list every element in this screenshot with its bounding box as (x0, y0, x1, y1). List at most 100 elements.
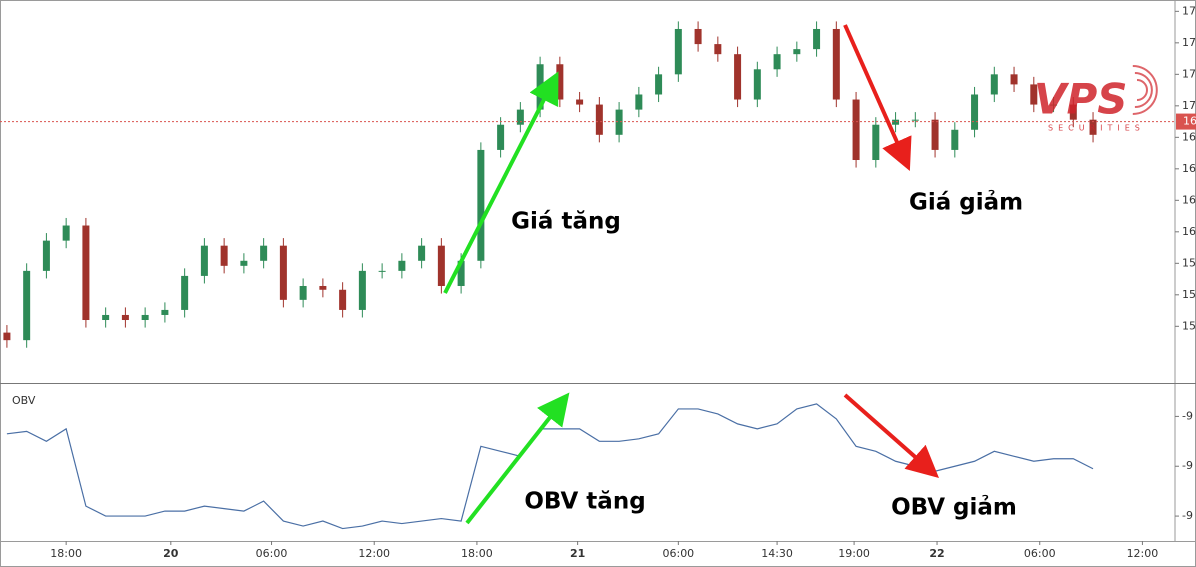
obv-panel: -9 -9 -9 18:00 20 06:00 12:00 18:00 21 06:00 14:30… (6, 403, 1193, 560)
x-tick-label: 06:00 (1024, 547, 1056, 560)
candle-body (477, 149, 485, 261)
annotation: Giá giảm (909, 190, 1023, 216)
candle-body (911, 119, 919, 121)
candle-body (457, 260, 465, 286)
candle-body (832, 28, 840, 100)
y-tick-label: 16 (1182, 162, 1196, 175)
candle-body (714, 44, 722, 55)
x-tick-label: 12:00 (1127, 547, 1159, 560)
candle-body (497, 124, 505, 150)
candle-body (892, 119, 900, 125)
candle-body (734, 54, 742, 100)
candle-body (595, 104, 603, 135)
candle-body (42, 240, 50, 271)
candle-body (753, 69, 761, 100)
candle-body (635, 94, 643, 110)
candle-body (931, 119, 939, 150)
logo: VPS (1034, 75, 1128, 124)
y-tick-label: 17 (1182, 67, 1196, 80)
candle-body (82, 225, 90, 321)
candle-body (141, 314, 149, 321)
x-tick-label: 14:30 (761, 547, 793, 560)
last-price-box (1176, 113, 1196, 130)
x-tick-label: 06:00 (256, 547, 288, 560)
candle-body (793, 49, 801, 55)
candle-body (1089, 119, 1097, 135)
y-tick-label: 17 (1182, 99, 1196, 112)
y-tick-label: 17 (1182, 36, 1196, 49)
candle-body (990, 74, 998, 95)
candle-body (674, 28, 682, 75)
candle-body (1050, 104, 1058, 106)
annotation: OBV giảm (891, 495, 1017, 521)
candle-body (3, 332, 11, 341)
y-tick-label: 16 (1182, 130, 1196, 143)
candle-body (299, 285, 307, 300)
candle-body (23, 270, 31, 341)
arrow-down (843, 393, 939, 478)
y-tick-label: 15 (1182, 319, 1196, 332)
logo-arc (1136, 79, 1148, 101)
y-tick-label: -9 (1182, 509, 1193, 522)
candle-body (378, 270, 386, 272)
candle-body (655, 74, 663, 95)
indicator-label: OBV (12, 394, 36, 407)
logo-subtext: SECURITIES (1048, 124, 1145, 133)
logo-arc (1134, 72, 1153, 108)
y-tick-label: -9 (1182, 459, 1193, 472)
candle-body (516, 109, 524, 125)
last-price-label: 16 (1183, 115, 1196, 128)
candle-body (437, 245, 445, 286)
candle-body (398, 260, 406, 271)
candle-body (556, 64, 564, 100)
x-tick-label: 20 (163, 547, 179, 560)
candle-body (694, 28, 702, 45)
arrow-down (843, 24, 912, 171)
annotation: Giá tăng (511, 209, 621, 235)
candle-body (852, 99, 860, 161)
candle-body (1069, 104, 1077, 120)
candle-body (220, 245, 228, 266)
x-tick-label: 19:00 (838, 547, 870, 560)
candle-body (161, 309, 169, 315)
candle-body (260, 245, 268, 261)
arrow-up (443, 71, 559, 294)
logo-arc (1132, 65, 1158, 115)
candle-body (200, 245, 208, 276)
candle-body (121, 314, 129, 321)
candle-body (773, 54, 781, 70)
x-tick-label: 21 (570, 547, 585, 560)
candle-body (615, 109, 623, 135)
candle-body (971, 94, 979, 130)
y-tick-label: 16 (1182, 225, 1196, 238)
annotation: OBV tăng (524, 489, 645, 515)
candle-body (813, 28, 821, 50)
x-tick-label: 18:00 (461, 547, 493, 560)
candle-body (872, 124, 880, 161)
candle-body (240, 260, 248, 266)
x-tick-label: 12:00 (358, 547, 390, 560)
x-tick-label: 22 (929, 547, 944, 560)
y-tick-label: 17 (1182, 4, 1196, 17)
arrow-up (465, 392, 570, 525)
candle-body (418, 245, 426, 261)
candle-body (181, 275, 189, 310)
candle-body (102, 314, 110, 321)
x-tick-label: 18:00 (50, 547, 82, 560)
candle-body (1030, 84, 1038, 105)
candle-body (951, 129, 959, 150)
y-tick-label: -9 (1182, 409, 1193, 422)
candle-body (358, 270, 366, 310)
candle-body (1010, 74, 1018, 85)
x-tick-label: 06:00 (662, 547, 694, 560)
candle-body (279, 245, 287, 300)
candle-body (339, 289, 347, 310)
y-tick-label: 15 (1182, 288, 1196, 301)
candle-body (576, 99, 584, 105)
y-tick-label: 15 (1182, 256, 1196, 269)
candle-body (319, 285, 327, 290)
y-tick-label: 16 (1182, 193, 1196, 206)
